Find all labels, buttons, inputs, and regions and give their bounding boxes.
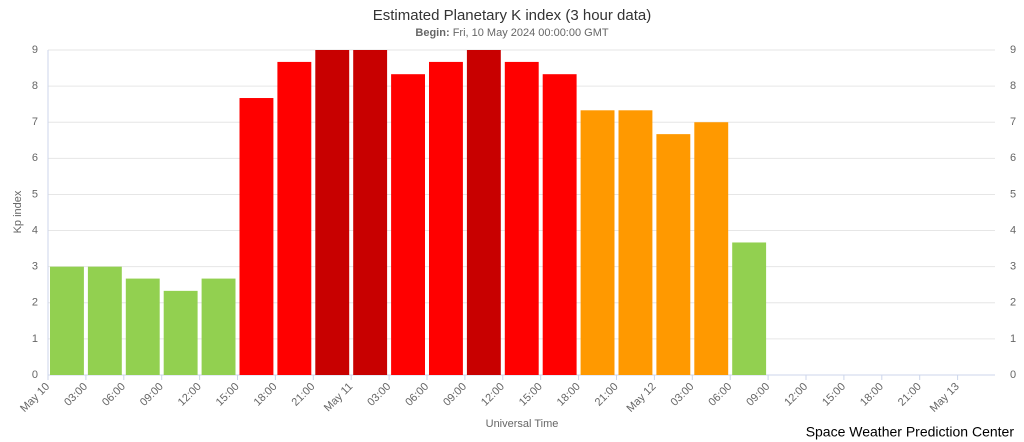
x-tick-label: 12:00 [782, 381, 810, 409]
x-tick-label: 15:00 [517, 381, 545, 409]
y-tick-label: 0 [32, 369, 38, 381]
y-tick-label: 9 [32, 44, 38, 56]
x-tick-label: 06:00 [403, 381, 431, 409]
x-tick-label: 09:00 [138, 381, 166, 409]
y-tick-label: 6 [32, 152, 38, 164]
x-tick-label: 03:00 [62, 381, 90, 409]
x-tick-label: 21:00 [593, 381, 621, 409]
bar [580, 110, 615, 376]
y2-tick-label: 3 [1010, 261, 1016, 273]
y2-tick-label: 7 [1010, 116, 1016, 128]
bar [694, 122, 729, 375]
bar [466, 50, 501, 375]
y-tick-label: 3 [32, 261, 38, 273]
x-tick-label: May 12 [625, 381, 659, 415]
bar [201, 278, 236, 375]
y2-tick-label: 6 [1010, 152, 1016, 164]
subtitle-text: Fri, 10 May 2024 00:00:00 GMT [453, 27, 609, 39]
x-tick-label: 21:00 [290, 381, 318, 409]
credit: Space Weather Prediction Center [806, 424, 1015, 440]
x-tick-label: 06:00 [706, 381, 734, 409]
x-tick-label: 21:00 [896, 381, 924, 409]
x-tick-label: 09:00 [744, 381, 772, 409]
x-tick-label: 12:00 [176, 381, 204, 409]
x-tick-label: 18:00 [555, 381, 583, 409]
x-tick-label: 18:00 [252, 381, 280, 409]
y2-tick-label: 0 [1010, 369, 1016, 381]
chart-title: Estimated Planetary K index (3 hour data… [373, 7, 651, 24]
bar [429, 61, 463, 376]
y2-tick-label: 9 [1010, 44, 1016, 56]
bar [504, 61, 539, 376]
x-tick-label: 12:00 [479, 381, 507, 409]
x-tick-label: 15:00 [214, 381, 242, 409]
bar [732, 242, 767, 375]
bar [315, 50, 350, 375]
bar [656, 134, 691, 375]
y-axis-title: Kp index [12, 190, 24, 233]
y-tick-label: 7 [32, 116, 38, 128]
y-tick-label: 1 [32, 333, 38, 345]
bar [277, 61, 312, 376]
x-tick-label: 15:00 [820, 381, 848, 409]
x-tick-label: 18:00 [858, 381, 886, 409]
y2-tick-label: 5 [1010, 188, 1016, 200]
subtitle-label: Begin: [415, 27, 449, 39]
bar [391, 74, 425, 375]
bar [87, 266, 122, 375]
bar [618, 110, 653, 376]
bar [542, 74, 577, 375]
bar [125, 278, 160, 375]
bar [50, 266, 84, 375]
x-tick-label: 03:00 [365, 381, 393, 409]
bar [163, 290, 198, 375]
x-tick-label: May 11 [322, 381, 355, 414]
y2-tick-label: 2 [1010, 297, 1016, 309]
y2-tick-label: 4 [1010, 224, 1016, 236]
x-tick-label: 03:00 [669, 381, 697, 409]
chart-subtitle: Begin: Fri, 10 May 2024 00:00:00 GMT [415, 27, 608, 39]
x-tick-label: 06:00 [100, 381, 128, 409]
y-tick-label: 2 [32, 297, 38, 309]
x-tick-label: May 13 [928, 381, 962, 415]
y-tick-label: 4 [32, 224, 38, 236]
x-tick-label: 09:00 [441, 381, 469, 409]
y-tick-label: 5 [32, 188, 38, 200]
bar [239, 98, 274, 376]
y2-tick-label: 1 [1010, 333, 1016, 345]
y-tick-label: 8 [32, 80, 38, 92]
y2-tick-label: 8 [1010, 80, 1016, 92]
x-tick-label: May 10 [18, 381, 52, 415]
x-axis-title: Universal Time [486, 418, 559, 430]
bar [353, 50, 388, 375]
